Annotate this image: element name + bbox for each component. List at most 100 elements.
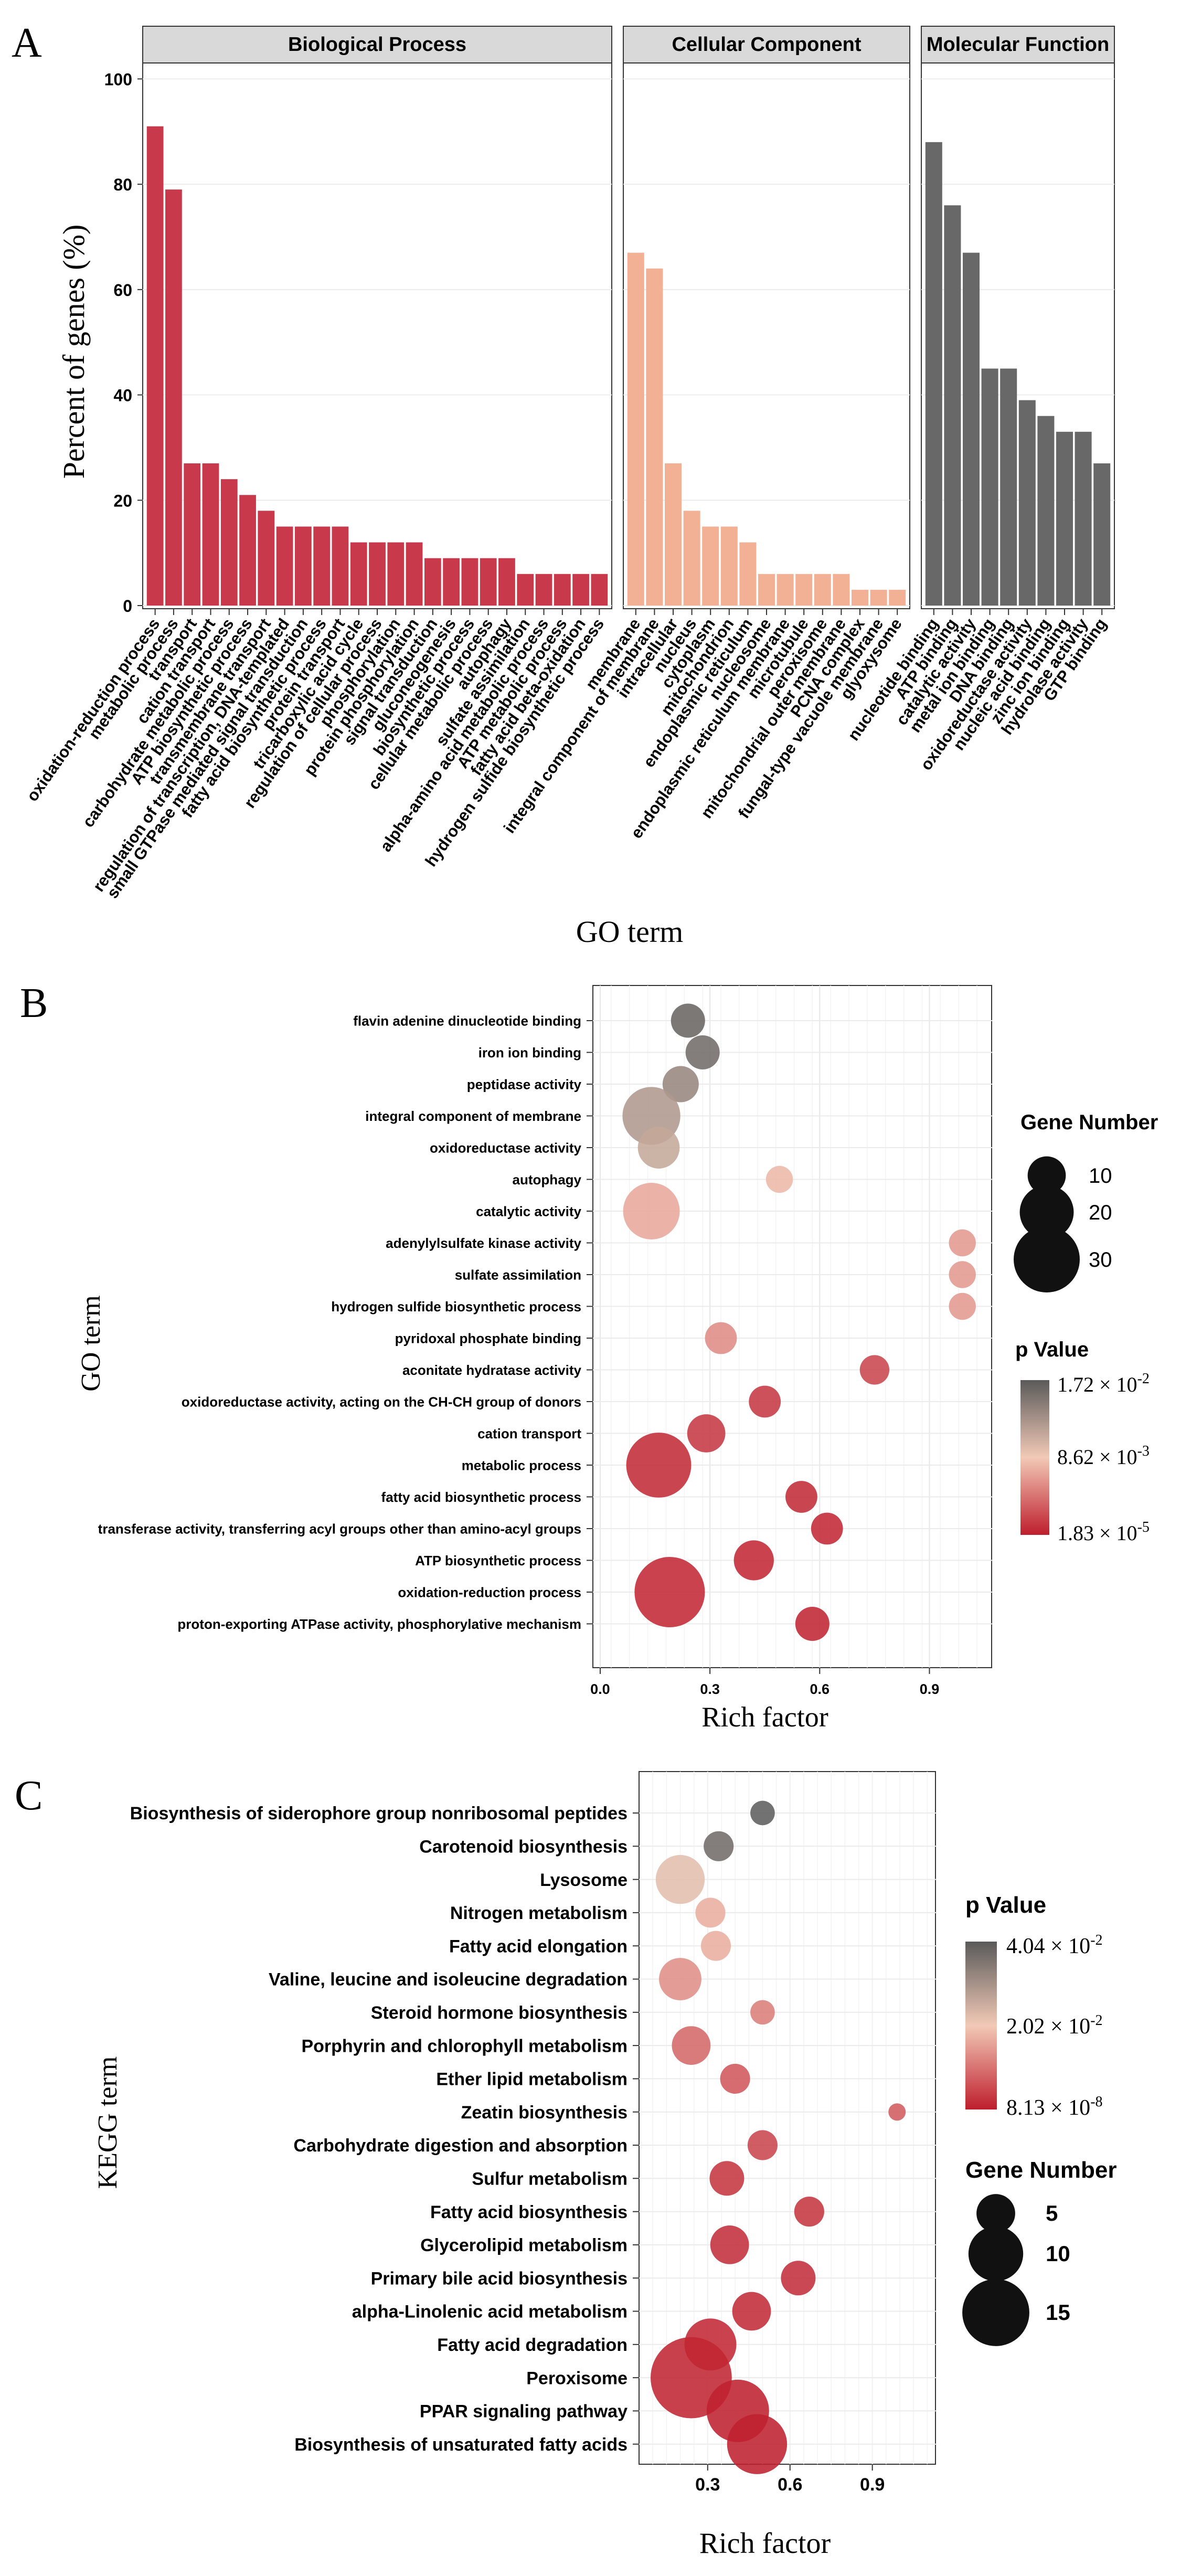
bubble-primary-bile-acid-biosynthesis <box>781 2261 816 2296</box>
bar-fatty-acid-biosynthetic-process <box>313 526 331 606</box>
bar-cation-transport <box>202 463 219 606</box>
bubble-ether-lipid-metabolism <box>720 2063 750 2094</box>
bubble-carotenoid-biosynthesis <box>704 1831 734 1861</box>
y-label-flavin-adenine-dinucleotide-binding: flavin adenine dinucleotide binding <box>353 1013 581 1029</box>
bar-catalytic-activity <box>962 252 980 606</box>
bar-fatty-acid-beta-oxidation <box>572 574 589 606</box>
facet-strip-biological-process <box>142 26 612 63</box>
y-label-fatty-acid-biosynthetic-process: fatty acid biosynthetic process <box>381 1489 581 1505</box>
x-tick-label: 0.3 <box>695 2475 720 2495</box>
y-label-oxidation-reduction-process: oxidation-reduction process <box>398 1584 581 1600</box>
bar-gtp-binding <box>1093 463 1111 606</box>
facet-title-biological-process: Biological Process <box>288 34 466 56</box>
bar-oxidoreductase-activity <box>1018 400 1036 606</box>
bubble-fatty-acid-elongation <box>700 1931 731 1961</box>
panel-label-b: B <box>20 980 48 1026</box>
bar-small-gtpase-mediated-signal-transduction <box>295 526 312 606</box>
legend-size-label-b: 20 <box>1089 1201 1112 1224</box>
y-label-peptidase-activity: peptidase activity <box>467 1076 582 1092</box>
bubble-iron-ion-binding <box>685 1035 720 1070</box>
y-tick-label-a: 100 <box>104 70 132 89</box>
bubble-sulfate-assimilation <box>949 1261 976 1288</box>
legend-color-label-b-mid: 8.62 × 10-3 <box>1057 1443 1150 1469</box>
bubble-fatty-acid-biosynthetic-process <box>785 1481 817 1513</box>
y-tick-label-a: 20 <box>113 491 132 510</box>
legend-size-bubble-c <box>976 2194 1015 2233</box>
x-axis-ticks-c: 0.3 0.6 0.9 <box>695 2464 885 2495</box>
y-label-proton-exporting-atpase-activity-phosphorylative-mechanism: proton-exporting ATPase activity, phosph… <box>177 1616 581 1632</box>
bar-cellular-metabolic-process <box>480 558 497 606</box>
legend-size-title-c: Gene Number <box>965 2157 1117 2183</box>
bubble-metabolic-process <box>626 1433 692 1498</box>
bar-microtubule <box>795 574 813 606</box>
y-axis-category-labels-c: Biosynthesis of siderophore group nonrib… <box>130 1804 639 2455</box>
y-label-fatty-acid-degradation: Fatty acid degradation <box>437 2335 628 2355</box>
bar-signal-transduction <box>424 558 441 606</box>
bar-endoplasmic-reticulum-membrane <box>777 574 794 606</box>
legend-size-bubble-b <box>1019 1185 1074 1239</box>
bar-glyoxysome <box>889 589 906 606</box>
bubbles-c <box>651 1800 906 2474</box>
bubble-cation-transport <box>687 1414 726 1453</box>
bar-sulfate-assimilation <box>517 574 534 606</box>
legend-color-label-c-mid: 2.02 × 10-2 <box>1006 2012 1103 2039</box>
bar-peroxisome <box>814 574 831 606</box>
bubble-lysosome <box>655 1854 705 1904</box>
legend-size-bubble-c <box>968 2226 1024 2282</box>
bubble-atp-biosynthetic-process <box>733 1540 774 1581</box>
bar-mitochondrial-outer-membrane <box>833 574 850 606</box>
bar-gluconeogenesis <box>443 558 460 606</box>
bar-nucleotide-binding <box>925 142 942 606</box>
x-axis-title-a: GO term <box>576 915 684 949</box>
y-label-hydrogen-sulfide-biosynthetic-process: hydrogen sulfide biosynthetic process <box>331 1299 581 1314</box>
y-label-peroxisome: Peroxisome <box>526 2368 628 2388</box>
bars-a <box>146 126 1111 606</box>
y-tick-label-a: 0 <box>123 597 132 616</box>
bubble-alpha-linolenic-acid-metabolism <box>732 2292 771 2331</box>
bar-alpha-amino-acid-metabolic-process <box>535 574 552 606</box>
y-label-fatty-acid-elongation: Fatty acid elongation <box>449 1936 628 1956</box>
bubble-zeatin-biosynthesis <box>888 2103 906 2121</box>
y-label-steroid-hormone-biosynthesis: Steroid hormone biosynthesis <box>371 2003 628 2023</box>
y-label-integral-component-of-membrane: integral component of membrane <box>365 1108 581 1124</box>
legend-size-label-c: 5 <box>1046 2201 1058 2225</box>
y-tick-label-a: 80 <box>113 175 132 194</box>
bar-transmembrane-transport <box>258 511 275 606</box>
bar-pcna-complex <box>851 589 869 606</box>
bubble-oxidation-reduction-process <box>634 1556 705 1628</box>
y-label-adenylylsulfate-kinase-activity: adenylylsulfate kinase activity <box>386 1235 581 1251</box>
y-axis-ticks-a: 0 20 40 60 80 100 <box>104 70 143 616</box>
x-tick-label: 0.9 <box>860 2475 885 2495</box>
legend-size-label-c: 15 <box>1046 2300 1070 2325</box>
legend-size-bubble-b <box>1027 1156 1066 1195</box>
bar-oxidation-reduction-process <box>146 126 164 606</box>
legend-color-label-c-low: 8.13 × 10-8 <box>1006 2094 1103 2120</box>
bar-protein-phosphorylation <box>406 542 423 606</box>
y-label-zeatin-biosynthesis: Zeatin biosynthesis <box>461 2103 628 2123</box>
legend-color-label-b-high: 1.72 × 10-2 <box>1057 1371 1150 1396</box>
bar-metabolic-process <box>165 189 182 606</box>
legend-size-label-b: 30 <box>1089 1248 1112 1271</box>
grid-lines-b <box>592 985 993 1668</box>
y-label-carotenoid-biosynthesis: Carotenoid biosynthesis <box>419 1837 628 1857</box>
bubble-carbohydrate-digestion-and-absorption <box>747 2130 778 2160</box>
bubble-biosynthesis-of-unsaturated-fatty-acids <box>727 2414 788 2474</box>
y-label-sulfate-assimilation: sulfate assimilation <box>455 1267 581 1282</box>
legend-size-bubble-b <box>1014 1226 1080 1292</box>
y-label-sulfur-metabolism: Sulfur metabolism <box>472 2169 628 2189</box>
bubble-oxidoreductase-activity <box>637 1127 680 1169</box>
bar-nucleic-acid-binding <box>1037 416 1055 606</box>
bubble-autophagy <box>765 1165 793 1193</box>
bubble-hydrogen-sulfide-biosynthetic-process <box>949 1292 976 1320</box>
bubble-steroid-hormone-biosynthesis <box>750 2000 775 2025</box>
legend-size-bubble-c <box>962 2279 1029 2346</box>
x-axis-title-b: Rich factor <box>701 1701 828 1733</box>
y-label-metabolic-process: metabolic process <box>462 1457 581 1473</box>
legend-color-label-b-low: 1.83 × 10-5 <box>1057 1519 1150 1545</box>
y-axis-title-a: Percent of genes (%) <box>57 225 91 479</box>
bubble-proton-exporting-atpase-activity-phosphorylative-mechanism <box>795 1606 830 1641</box>
bar-integral-component-of-membrane <box>646 268 663 606</box>
bar-tricarboxylic-acid-cycle <box>350 542 367 606</box>
y-label-oxidoreductase-activity-acting-on-the-ch-ch-group-of-donors: oxidoreductase activity, acting on the C… <box>182 1394 581 1409</box>
